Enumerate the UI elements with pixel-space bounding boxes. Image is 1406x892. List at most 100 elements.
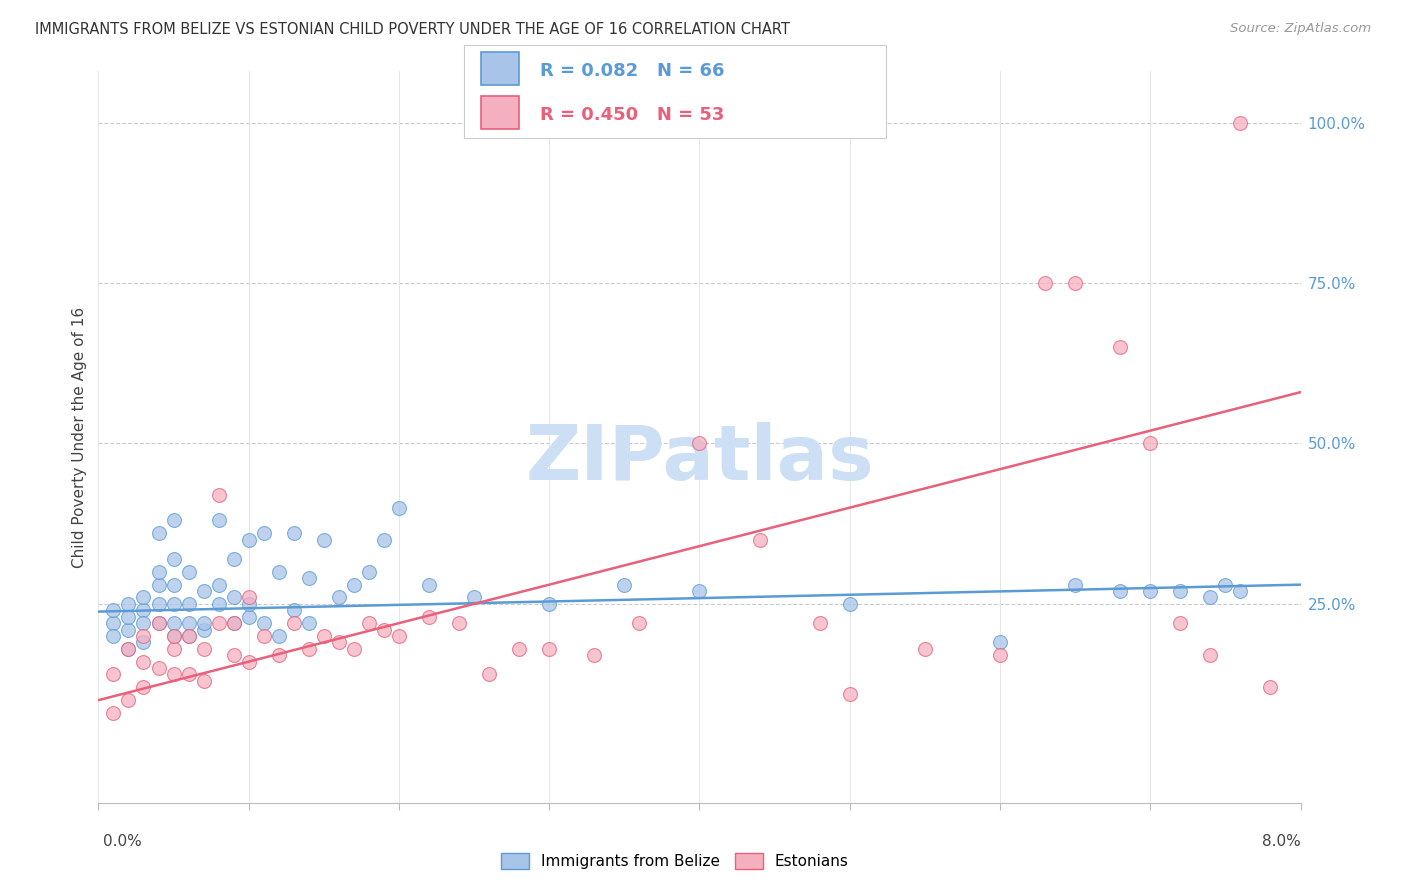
Point <box>1168 584 1191 599</box>
Point <box>193 641 215 656</box>
Point <box>132 655 155 669</box>
Point <box>162 629 184 643</box>
Point <box>1260 681 1282 695</box>
Point <box>132 635 155 649</box>
Y-axis label: Child Poverty Under the Age of 16: Child Poverty Under the Age of 16 <box>72 307 87 567</box>
Point <box>388 500 411 515</box>
Point <box>222 616 245 631</box>
Point <box>838 597 860 611</box>
Text: 0.0%: 0.0% <box>103 834 142 849</box>
Point <box>1215 577 1237 591</box>
Point <box>148 577 170 591</box>
Point <box>132 616 155 631</box>
Point <box>1033 276 1056 290</box>
Text: 8.0%: 8.0% <box>1261 834 1301 849</box>
Point <box>988 648 1011 663</box>
Point <box>253 526 276 541</box>
Point <box>253 616 276 631</box>
Point <box>1139 436 1161 450</box>
Point <box>162 514 184 528</box>
Point <box>463 591 485 605</box>
Point <box>267 565 290 579</box>
Point <box>208 577 231 591</box>
Point <box>148 661 170 675</box>
Point <box>117 641 139 656</box>
Point <box>148 616 170 631</box>
Point <box>1199 648 1222 663</box>
Point <box>357 565 380 579</box>
Point <box>1168 616 1191 631</box>
Point <box>132 629 155 643</box>
Point <box>103 616 125 631</box>
Point <box>388 629 411 643</box>
Legend: Immigrants from Belize, Estonians: Immigrants from Belize, Estonians <box>495 847 855 875</box>
Point <box>328 591 350 605</box>
Point <box>283 603 305 617</box>
Point <box>177 597 200 611</box>
Point <box>193 673 215 688</box>
Point <box>748 533 770 547</box>
Point <box>688 436 710 450</box>
Point <box>193 616 215 631</box>
Point <box>117 609 139 624</box>
Point <box>373 623 395 637</box>
Point <box>208 488 231 502</box>
Point <box>267 629 290 643</box>
Point <box>117 623 139 637</box>
Point <box>222 591 245 605</box>
Point <box>447 616 470 631</box>
Point <box>312 533 335 547</box>
Point <box>103 667 125 681</box>
Point <box>914 641 936 656</box>
Point <box>583 648 606 663</box>
Point <box>222 616 245 631</box>
Point <box>162 552 184 566</box>
Point <box>1229 584 1251 599</box>
Point <box>162 641 184 656</box>
Point <box>238 655 260 669</box>
Point <box>103 603 125 617</box>
Point <box>177 565 200 579</box>
Point <box>193 623 215 637</box>
Point <box>373 533 395 547</box>
Point <box>808 616 831 631</box>
Point <box>103 629 125 643</box>
Point <box>148 616 170 631</box>
Point <box>162 616 184 631</box>
Point <box>538 597 561 611</box>
Point <box>538 641 561 656</box>
Point <box>1109 340 1132 354</box>
Point <box>838 687 860 701</box>
Point <box>267 648 290 663</box>
Point <box>177 629 200 643</box>
Point <box>988 635 1011 649</box>
Point <box>117 693 139 707</box>
Point <box>132 603 155 617</box>
Point <box>312 629 335 643</box>
Point <box>208 514 231 528</box>
FancyBboxPatch shape <box>481 96 519 129</box>
Point <box>357 616 380 631</box>
Point <box>418 577 440 591</box>
Point <box>1064 577 1087 591</box>
Point <box>117 597 139 611</box>
Point <box>238 533 260 547</box>
Point <box>478 667 501 681</box>
Text: ZIPatlas: ZIPatlas <box>526 422 873 496</box>
Point <box>283 616 305 631</box>
Point <box>688 584 710 599</box>
Point <box>253 629 276 643</box>
Point <box>222 648 245 663</box>
Point <box>177 667 200 681</box>
Point <box>162 577 184 591</box>
Point <box>177 616 200 631</box>
Point <box>177 629 200 643</box>
Point <box>193 584 215 599</box>
Point <box>1139 584 1161 599</box>
Point <box>628 616 651 631</box>
Point <box>208 597 231 611</box>
Point <box>208 616 231 631</box>
Point <box>328 635 350 649</box>
Point <box>148 597 170 611</box>
Text: R = 0.450   N = 53: R = 0.450 N = 53 <box>540 106 724 124</box>
